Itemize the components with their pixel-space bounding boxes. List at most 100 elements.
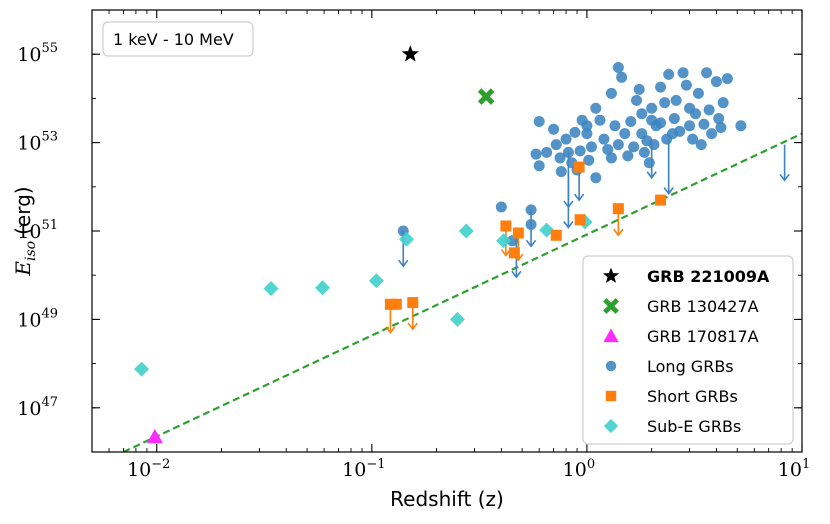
sub-e-grbs-point [399,231,415,247]
long-grbs-point [680,79,692,91]
y-tick-label: 1053 [17,130,58,155]
long-grbs-point [560,133,572,145]
long-grbs-point [581,120,593,132]
short-grbs-point [573,161,585,173]
short-grbs-point [655,194,667,206]
long-grbs-point [525,219,537,231]
long-grbs-point [555,166,567,178]
long-grbs-point [674,125,686,137]
short-grbs-point [512,227,524,239]
grb-221009a-point [401,45,419,62]
long-grbs-point [655,117,667,129]
long-grbs-point [701,67,713,79]
long-grbs-point [619,128,631,140]
long-grbs-point [590,172,602,184]
long-grbs-point [636,108,648,120]
sub-e-grbs-point [315,280,331,296]
short-grbs-point [384,298,396,310]
long-grbs-point [663,68,675,80]
long-grbs-point [648,139,660,151]
long-grbs-point [594,114,606,126]
long-grbs-point [533,116,545,128]
long-grbs-point [525,204,537,216]
long-grbs-point [550,139,562,151]
long-grbs-point [633,83,645,95]
y-axis-title-unit: (erg) [11,186,35,234]
legend-item-sub-e-grbs: Sub-E GRBs [603,417,741,436]
long-grbs-point [616,71,628,83]
long-grbs-point [677,67,689,79]
long-grbs-point [622,150,634,162]
long-grbs-point [625,116,637,128]
short-grbs-point [500,220,512,232]
legend-item-grb-130427a: GRB 130427A [603,297,759,316]
sub-e-grbs-point [449,311,465,327]
y-tick-label: 1047 [17,395,58,420]
energy-band-label: 1 keV - 10 MeV [113,30,234,49]
legend-item-long-grbs: Long GRBs [605,357,734,376]
long-grbs-legend-marker [605,360,617,372]
legend-label: GRB 130427A [647,297,759,316]
short-grbs-legend-marker [605,390,617,402]
long-grbs-point [695,139,707,151]
long-grbs-point [590,102,602,114]
legend-box [582,255,794,445]
long-grbs-point [690,108,702,120]
grb-130427a-legend-marker [603,298,619,314]
legend: GRB 221009A GRB 130427A GRB 170817A Long GR… [582,255,794,445]
x-tick-label: 101 [778,457,810,481]
grb-221009a-legend-marker [602,267,620,283]
short-grbs-point [407,297,419,309]
upper-limit-arrow [563,171,574,209]
legend-item-short-grbs: Short GRBs [605,387,738,406]
x-tick-label: 10−1 [342,457,385,481]
long-grbs-point [698,118,710,130]
long-grbs-point [706,128,718,140]
sub-e-grbs-point [134,361,150,377]
long-grbs-point [638,146,650,158]
y-tick-label: 1051 [17,218,58,243]
long-grbs-point [533,160,545,172]
long-grbs-point [495,201,507,213]
long-grbs-point [710,76,722,88]
threshold-line [122,132,802,452]
long-grbs-point [692,87,704,99]
long-grbs-point [713,113,725,125]
y-tick-label: 1055 [17,41,58,66]
long-grbs-point [574,145,586,157]
grb-130427a-point [477,88,495,105]
long-grbs-point [612,62,624,74]
long-grbs-point [612,139,624,151]
long-grbs-point [581,128,593,140]
long-grbs-point [598,133,610,145]
points-layer [134,45,747,444]
sub-e-grbs-point [496,233,512,249]
long-grbs-point [684,120,696,132]
y-axis-title: Eiso (erg) [11,186,39,276]
threshold-layer [122,132,802,452]
short-grbs-point [550,229,562,241]
upper-limit-arrow [663,139,674,195]
y-axis-title-symbol: E [11,261,35,277]
long-grbs-point [670,94,682,106]
svg-text:Eiso(erg): Eiso (erg) [11,186,39,276]
x-tick-label: 100 [563,457,595,481]
long-grbs-point [715,121,727,133]
y-tick-label: 1049 [17,306,58,331]
legend-label: GRB 170817A [647,327,759,346]
long-grbs-point [602,143,614,155]
short-grbs-point [612,203,624,215]
short-grbs-point [390,298,402,310]
long-grbs-point [721,73,733,85]
long-grbs-point [541,146,553,158]
long-grbs-point [655,81,667,93]
long-grbs-point [628,141,640,153]
long-grbs-point [554,152,566,164]
legend-item-grb-170817a: GRB 170817A [603,327,759,346]
x-tick-label: 10−2 [127,457,170,481]
sub-e-grbs-legend-marker [603,418,619,434]
long-grbs-point [659,97,671,109]
long-grbs-point [548,123,560,135]
y-axis-title-subscript: iso [23,241,39,261]
